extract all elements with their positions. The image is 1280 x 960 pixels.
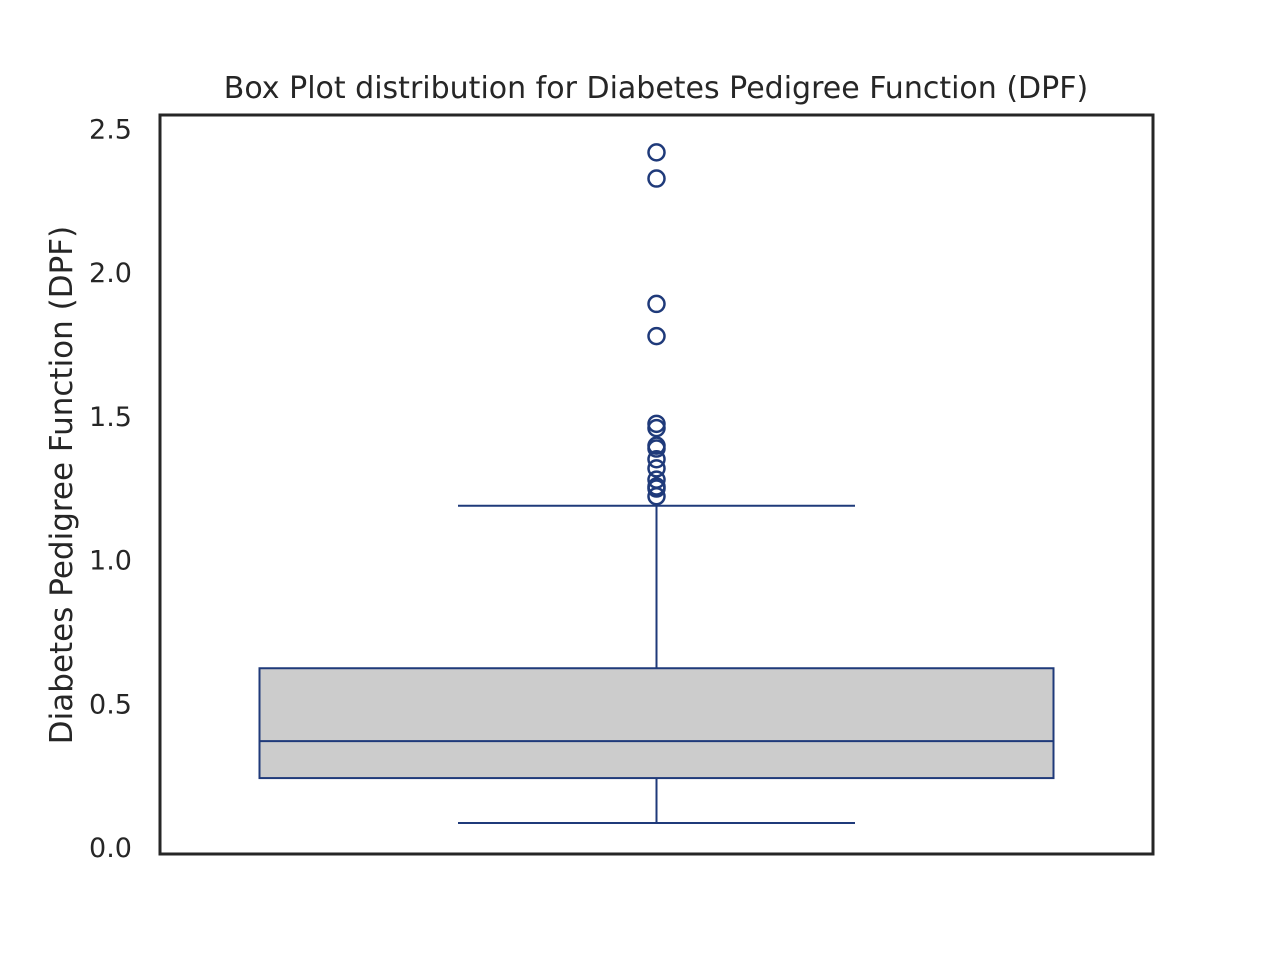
y-axis-label: Diabetes Pedigree Function (DPF) xyxy=(44,226,80,744)
outlier-point xyxy=(647,459,666,478)
outlier-point xyxy=(647,418,666,438)
outlier-point xyxy=(647,479,666,498)
outlier-point xyxy=(647,487,666,506)
plot-frame xyxy=(158,113,1155,856)
outlier-point xyxy=(647,439,666,458)
y-tick-label: 2.0 xyxy=(89,258,132,289)
chart-title: Box Plot distribution for Diabetes Pedig… xyxy=(224,71,1088,106)
outlier-point xyxy=(647,143,666,162)
iqr-box xyxy=(258,667,1055,780)
outlier-point xyxy=(647,294,666,314)
plot-area xyxy=(258,143,1055,824)
y-tick-label: 0.0 xyxy=(89,833,132,864)
y-tick-label: 0.5 xyxy=(89,689,132,720)
y-axis-ticks: 0.0 0.5 1.0 1.5 2.0 2.5 xyxy=(89,114,132,864)
outlier-point xyxy=(647,449,666,469)
outlier-point xyxy=(647,326,666,346)
y-tick-label: 2.5 xyxy=(89,114,132,145)
y-tick-label: 1.5 xyxy=(89,402,132,433)
y-tick-label: 1.0 xyxy=(89,546,132,577)
outlier-point xyxy=(647,169,666,188)
